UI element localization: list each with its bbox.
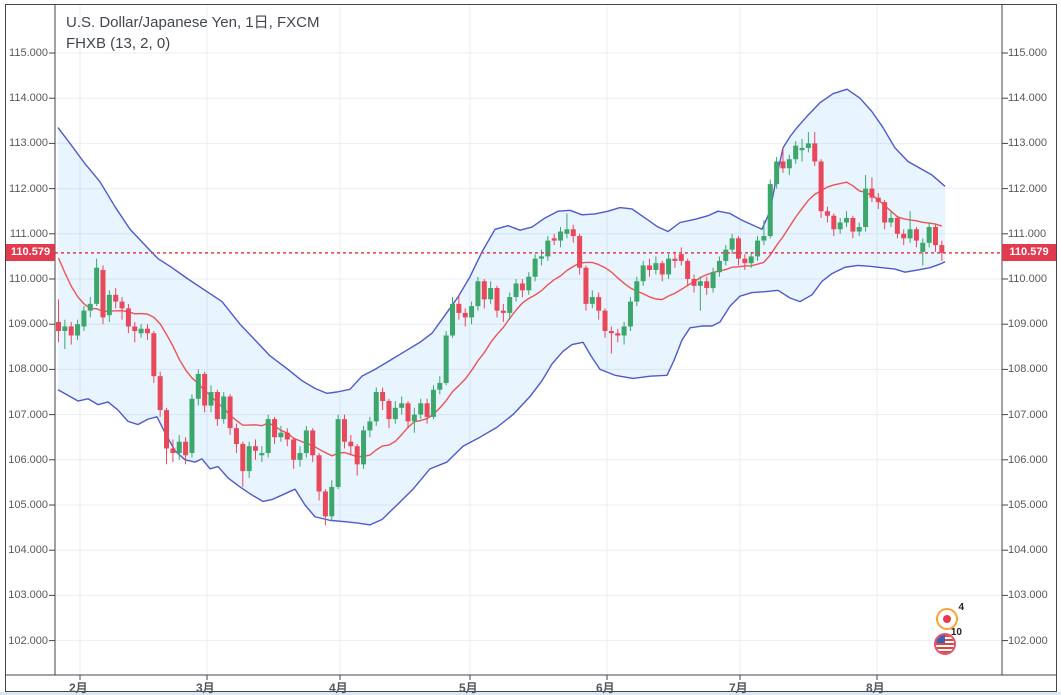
indicator-title[interactable]: FHXB (13, 2, 0): [66, 35, 171, 52]
event-count-badge-us: 10: [950, 627, 962, 638]
last-price-badge-left: 110.579: [6, 244, 55, 261]
us-flag-icon: [934, 633, 956, 655]
event-marker-us[interactable]: 10: [934, 628, 962, 657]
japan-flag-dot: [943, 615, 951, 623]
japan-flag-icon: [936, 608, 958, 630]
bottom-margin-strip: [0, 692, 1061, 695]
event-count-badge-japan: 4: [958, 602, 964, 613]
symbol-title[interactable]: U.S. Dollar/Japanese Yen, 1日, FXCM: [66, 14, 320, 31]
last-price-badge-right: 110.579: [1002, 244, 1056, 261]
us-flag-stripes: [936, 635, 954, 653]
event-marker-japan[interactable]: 4: [936, 603, 964, 632]
chart-legend: U.S. Dollar/Japanese Yen, 1日, FXCM FHXB …: [66, 12, 319, 54]
